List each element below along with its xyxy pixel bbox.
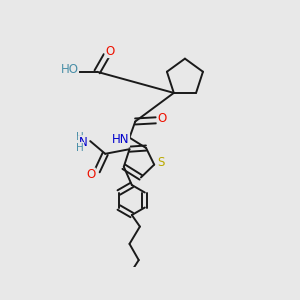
Text: H: H [76,132,84,142]
Text: HN: HN [112,134,130,146]
Text: H: H [76,142,84,153]
Text: S: S [157,156,164,169]
Text: O: O [105,44,115,58]
Text: O: O [157,112,167,124]
Text: HO: HO [60,63,78,76]
Text: O: O [86,168,95,181]
Text: N: N [79,136,87,149]
